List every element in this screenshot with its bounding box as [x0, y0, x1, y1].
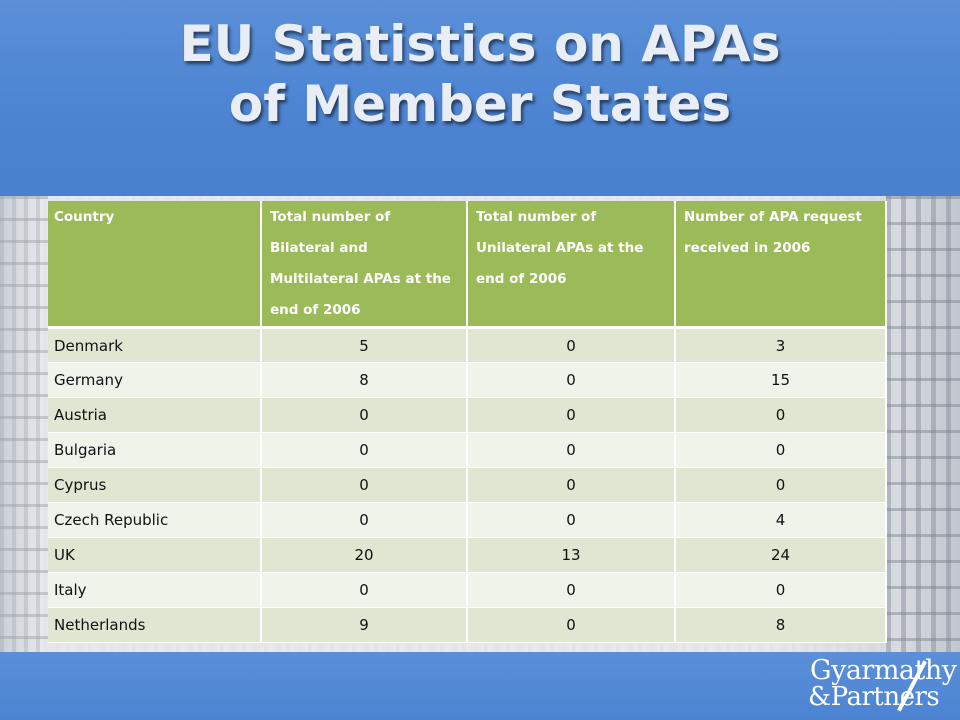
- unilateral-cell: 13: [467, 537, 676, 573]
- unilateral-cell: 0: [467, 362, 676, 398]
- unilateral-cell: 0: [467, 397, 676, 433]
- bilateral-cell: 0: [261, 502, 468, 538]
- slide-title-line-2: of Member States: [228, 75, 732, 133]
- requests-cell: 4: [675, 502, 887, 538]
- table-row: UK 20 13 24: [48, 537, 887, 573]
- table-row: Czech Republic 0 0 4: [48, 502, 887, 538]
- unilateral-cell: 0: [467, 467, 676, 503]
- unilateral-cell: 0: [467, 572, 676, 608]
- country-cell: Netherlands: [48, 607, 262, 643]
- requests-cell: 3: [675, 327, 887, 363]
- table-row: Netherlands 9 0 8: [48, 607, 887, 643]
- country-cell: Austria: [48, 397, 262, 433]
- requests-cell: 0: [675, 572, 887, 608]
- unilateral-cell: 0: [467, 607, 676, 643]
- country-cell: Czech Republic: [48, 502, 262, 538]
- gyarmathy-partners-logo: Gyarmathy &Partners: [798, 654, 957, 716]
- slide-title: EU Statistics on APAs of Member States: [0, 14, 960, 134]
- table-row: Germany 8 0 15: [48, 362, 887, 398]
- unilateral-cell: 0: [467, 502, 676, 538]
- column-header-country: Country: [48, 201, 262, 329]
- country-cell: Bulgaria: [48, 432, 262, 468]
- background-building-left: [0, 196, 48, 652]
- column-header-unilateral: Total number of Unilateral APAs at the e…: [467, 201, 676, 329]
- requests-cell: 15: [675, 362, 887, 398]
- bilateral-cell: 20: [261, 537, 468, 573]
- column-header-bilateral-multilateral: Total number of Bilateral and Multilater…: [261, 201, 468, 329]
- country-cell: Cyprus: [48, 467, 262, 503]
- bilateral-cell: 0: [261, 397, 468, 433]
- table-row: Bulgaria 0 0 0: [48, 432, 887, 468]
- bilateral-cell: 8: [261, 362, 468, 398]
- table-row: Denmark 5 0 3: [48, 327, 887, 363]
- bilateral-cell: 0: [261, 572, 468, 608]
- table-header-row: Country Total number of Bilateral and Mu…: [48, 201, 887, 329]
- logo-text-line-2: &Partners: [808, 682, 940, 712]
- footer-banner: [0, 652, 960, 720]
- bilateral-cell: 0: [261, 432, 468, 468]
- table-row: Cyprus 0 0 0: [48, 467, 887, 503]
- requests-cell: 8: [675, 607, 887, 643]
- country-cell: UK: [48, 537, 262, 573]
- unilateral-cell: 0: [467, 327, 676, 363]
- requests-cell: 24: [675, 537, 887, 573]
- requests-cell: 0: [675, 432, 887, 468]
- country-cell: Denmark: [48, 327, 262, 363]
- logo-text-line-1: Gyarmathy: [810, 655, 957, 686]
- slide-title-line-1: EU Statistics on APAs: [179, 15, 781, 73]
- apa-statistics-table: Country Total number of Bilateral and Mu…: [48, 201, 887, 643]
- country-cell: Italy: [48, 572, 262, 608]
- column-header-requests-2006: Number of APA request received in 2006: [675, 201, 887, 329]
- requests-cell: 0: [675, 397, 887, 433]
- bilateral-cell: 9: [261, 607, 468, 643]
- country-cell: Germany: [48, 362, 262, 398]
- table-row: Austria 0 0 0: [48, 397, 887, 433]
- unilateral-cell: 0: [467, 432, 676, 468]
- background-building-right: [886, 196, 960, 652]
- bilateral-cell: 5: [261, 327, 468, 363]
- title-banner: [0, 0, 960, 196]
- bilateral-cell: 0: [261, 467, 468, 503]
- requests-cell: 0: [675, 467, 887, 503]
- table-row: Italy 0 0 0: [48, 572, 887, 608]
